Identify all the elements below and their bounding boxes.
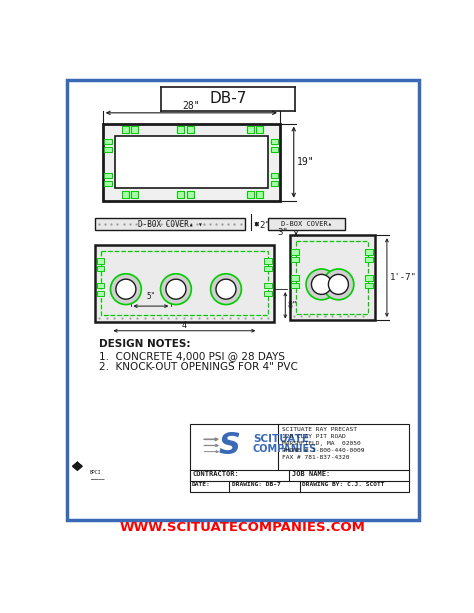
Text: DATE:: DATE: bbox=[192, 482, 211, 487]
Bar bbox=[115, 136, 267, 188]
Text: WWW.SCITUATECOMPANIES.COM: WWW.SCITUATECOMPANIES.COM bbox=[120, 522, 366, 535]
Text: DRAWING: DB-7: DRAWING: DB-7 bbox=[232, 482, 280, 487]
Bar bbox=[187, 191, 194, 198]
Bar bbox=[97, 291, 104, 296]
Bar bbox=[290, 235, 374, 320]
Bar bbox=[365, 275, 373, 281]
Text: DRAWING BY: C.J. SCOTT: DRAWING BY: C.J. SCOTT bbox=[302, 482, 384, 487]
Text: 5": 5" bbox=[146, 292, 155, 302]
Bar bbox=[264, 291, 272, 296]
Text: D-BOX COVER▴ ▾: D-BOX COVER▴ ▾ bbox=[138, 219, 202, 229]
Bar bbox=[292, 275, 299, 281]
Bar bbox=[292, 283, 299, 288]
Bar bbox=[264, 258, 272, 264]
Bar bbox=[177, 126, 184, 133]
Polygon shape bbox=[73, 462, 82, 470]
Bar bbox=[271, 147, 278, 152]
Text: COMPANIES: COMPANIES bbox=[253, 444, 317, 454]
Bar bbox=[271, 173, 278, 178]
Text: JOB NAME:: JOB NAME: bbox=[292, 471, 330, 477]
Bar bbox=[103, 124, 280, 200]
Circle shape bbox=[116, 279, 136, 299]
Text: 1.  CONCRETE 4,000 PSI @ 28 DAYS: 1. CONCRETE 4,000 PSI @ 28 DAYS bbox=[99, 351, 285, 361]
Bar bbox=[247, 126, 254, 133]
Bar bbox=[122, 126, 129, 133]
Bar bbox=[264, 283, 272, 288]
Bar bbox=[190, 424, 409, 492]
Circle shape bbox=[323, 269, 354, 300]
Text: 3": 3" bbox=[278, 228, 288, 237]
Bar bbox=[247, 191, 254, 198]
Circle shape bbox=[166, 279, 186, 299]
Text: 28": 28" bbox=[182, 101, 200, 112]
Bar bbox=[177, 191, 184, 198]
Circle shape bbox=[110, 274, 141, 305]
Bar bbox=[95, 218, 245, 230]
Bar bbox=[365, 283, 373, 288]
Bar bbox=[97, 258, 104, 264]
Circle shape bbox=[306, 269, 337, 300]
Bar bbox=[365, 257, 373, 262]
Bar bbox=[104, 139, 112, 145]
Text: 2.  KNOCK-OUT OPENINGS FOR 4" PVC: 2. KNOCK-OUT OPENINGS FOR 4" PVC bbox=[99, 362, 298, 372]
Bar bbox=[256, 191, 263, 198]
Text: D-BOX COVER▴: D-BOX COVER▴ bbox=[282, 221, 332, 227]
Bar bbox=[296, 242, 368, 314]
Text: DB-7: DB-7 bbox=[209, 91, 246, 107]
Text: S: S bbox=[219, 431, 241, 460]
Bar bbox=[104, 181, 112, 186]
Text: CONTRACTOR:: CONTRACTOR: bbox=[193, 471, 240, 477]
Circle shape bbox=[328, 275, 348, 294]
Text: 19": 19" bbox=[297, 157, 314, 167]
Text: 1'-7": 1'-7" bbox=[390, 273, 417, 282]
Text: DESIGN NOTES:: DESIGN NOTES: bbox=[99, 339, 191, 349]
Bar bbox=[122, 191, 129, 198]
Bar bbox=[365, 249, 373, 254]
Circle shape bbox=[161, 274, 191, 305]
Bar bbox=[264, 266, 272, 272]
Bar bbox=[187, 126, 194, 133]
Bar bbox=[271, 181, 278, 186]
Circle shape bbox=[311, 275, 331, 294]
Bar bbox=[268, 218, 346, 230]
Bar bbox=[97, 266, 104, 272]
Text: 8": 8" bbox=[288, 301, 298, 310]
Bar bbox=[292, 257, 299, 262]
Circle shape bbox=[210, 274, 241, 305]
Bar bbox=[104, 147, 112, 152]
Text: 2": 2" bbox=[259, 221, 270, 230]
Text: SCITUATE RAY PRECAST
120 CLAY PIT ROAD
MARSHFIELD, MA  02050
PHONE # 1-800-440-0: SCITUATE RAY PRECAST 120 CLAY PIT ROAD M… bbox=[282, 427, 365, 460]
Bar bbox=[97, 283, 104, 288]
Bar bbox=[256, 126, 263, 133]
Bar bbox=[104, 173, 112, 178]
Text: 4: 4 bbox=[182, 321, 187, 330]
Bar bbox=[101, 251, 267, 315]
Bar bbox=[271, 139, 278, 145]
Text: BPCI
─────: BPCI ───── bbox=[90, 470, 104, 481]
Bar bbox=[292, 249, 299, 254]
Circle shape bbox=[216, 279, 236, 299]
Bar bbox=[95, 245, 273, 321]
Bar bbox=[131, 126, 138, 133]
Bar bbox=[131, 191, 138, 198]
Text: SCITUATE: SCITUATE bbox=[253, 434, 309, 444]
